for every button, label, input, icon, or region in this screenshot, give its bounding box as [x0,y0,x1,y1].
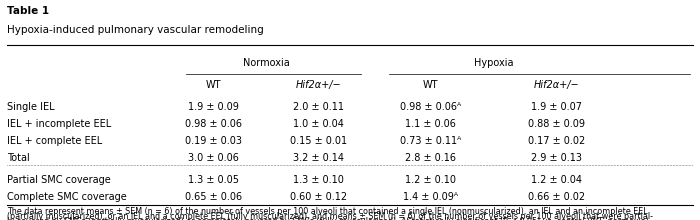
Text: 1.9 ± 0.09: 1.9 ± 0.09 [188,102,239,112]
Text: Table 1: Table 1 [7,6,49,15]
Text: Hif2α+/−: Hif2α+/− [533,80,580,90]
Text: Total: Total [7,153,29,163]
Text: 2.9 ± 0.13: 2.9 ± 0.13 [531,153,582,163]
Text: 0.98 ± 0.06ᴬ: 0.98 ± 0.06ᴬ [400,102,461,112]
Text: 0.98 ± 0.06: 0.98 ± 0.06 [185,119,242,129]
Text: 1.3 ± 0.10: 1.3 ± 0.10 [293,175,344,185]
Text: 3.2 ± 0.14: 3.2 ± 0.14 [293,153,344,163]
Text: 0.88 ± 0.09: 0.88 ± 0.09 [528,119,585,129]
Text: Complete SMC coverage: Complete SMC coverage [7,192,127,202]
Text: ly covered by SMCs (partially muscularized) or completely covered by SMCs (fully: ly covered by SMCs (partially musculariz… [7,217,652,220]
Text: Normoxia: Normoxia [243,58,289,68]
Text: WT: WT [206,80,221,90]
Text: Hif2α+/−: Hif2α+/− [295,80,342,90]
Text: 1.2 ± 0.04: 1.2 ± 0.04 [531,175,582,185]
Text: 3.0 ± 0.06: 3.0 ± 0.06 [188,153,239,163]
Text: 1.9 ± 0.07: 1.9 ± 0.07 [531,102,582,112]
Text: The data represent means ± SEM (n = 6) of the number of vessels per 100 alveoli : The data represent means ± SEM (n = 6) o… [7,207,648,216]
Text: Partial SMC coverage: Partial SMC coverage [7,175,111,185]
Text: 1.4 ± 0.09ᴬ: 1.4 ± 0.09ᴬ [403,192,458,202]
Text: WT: WT [423,80,438,90]
Text: 0.60 ± 0.12: 0.60 ± 0.12 [290,192,347,202]
Text: 0.73 ± 0.11ᴬ: 0.73 ± 0.11ᴬ [400,136,461,146]
Text: 1.3 ± 0.05: 1.3 ± 0.05 [188,175,239,185]
Text: 0.65 ± 0.06: 0.65 ± 0.06 [185,192,242,202]
Text: 0.19 ± 0.03: 0.19 ± 0.03 [185,136,242,146]
Text: 0.15 ± 0.01: 0.15 ± 0.01 [290,136,347,146]
Text: Hypoxia-induced pulmonary vascular remodeling: Hypoxia-induced pulmonary vascular remod… [7,25,264,35]
Text: Hypoxia: Hypoxia [474,58,513,68]
Text: 2.0 ± 0.11: 2.0 ± 0.11 [293,102,344,112]
Text: (partially muscularized), or an IEL and a complete EEL (fully muscularized), and: (partially muscularized), or an IEL and … [7,212,653,220]
Text: 1.2 ± 0.10: 1.2 ± 0.10 [405,175,456,185]
Text: 0.66 ± 0.02: 0.66 ± 0.02 [528,192,585,202]
Text: IEL + incomplete EEL: IEL + incomplete EEL [7,119,111,129]
Text: Single IEL: Single IEL [7,102,55,112]
Text: 0.17 ± 0.02: 0.17 ± 0.02 [528,136,585,146]
Text: 1.1 ± 0.06: 1.1 ± 0.06 [405,119,456,129]
Text: 1.0 ± 0.04: 1.0 ± 0.04 [293,119,344,129]
Text: 2.8 ± 0.16: 2.8 ± 0.16 [405,153,456,163]
Text: IEL + complete EEL: IEL + complete EEL [7,136,102,146]
